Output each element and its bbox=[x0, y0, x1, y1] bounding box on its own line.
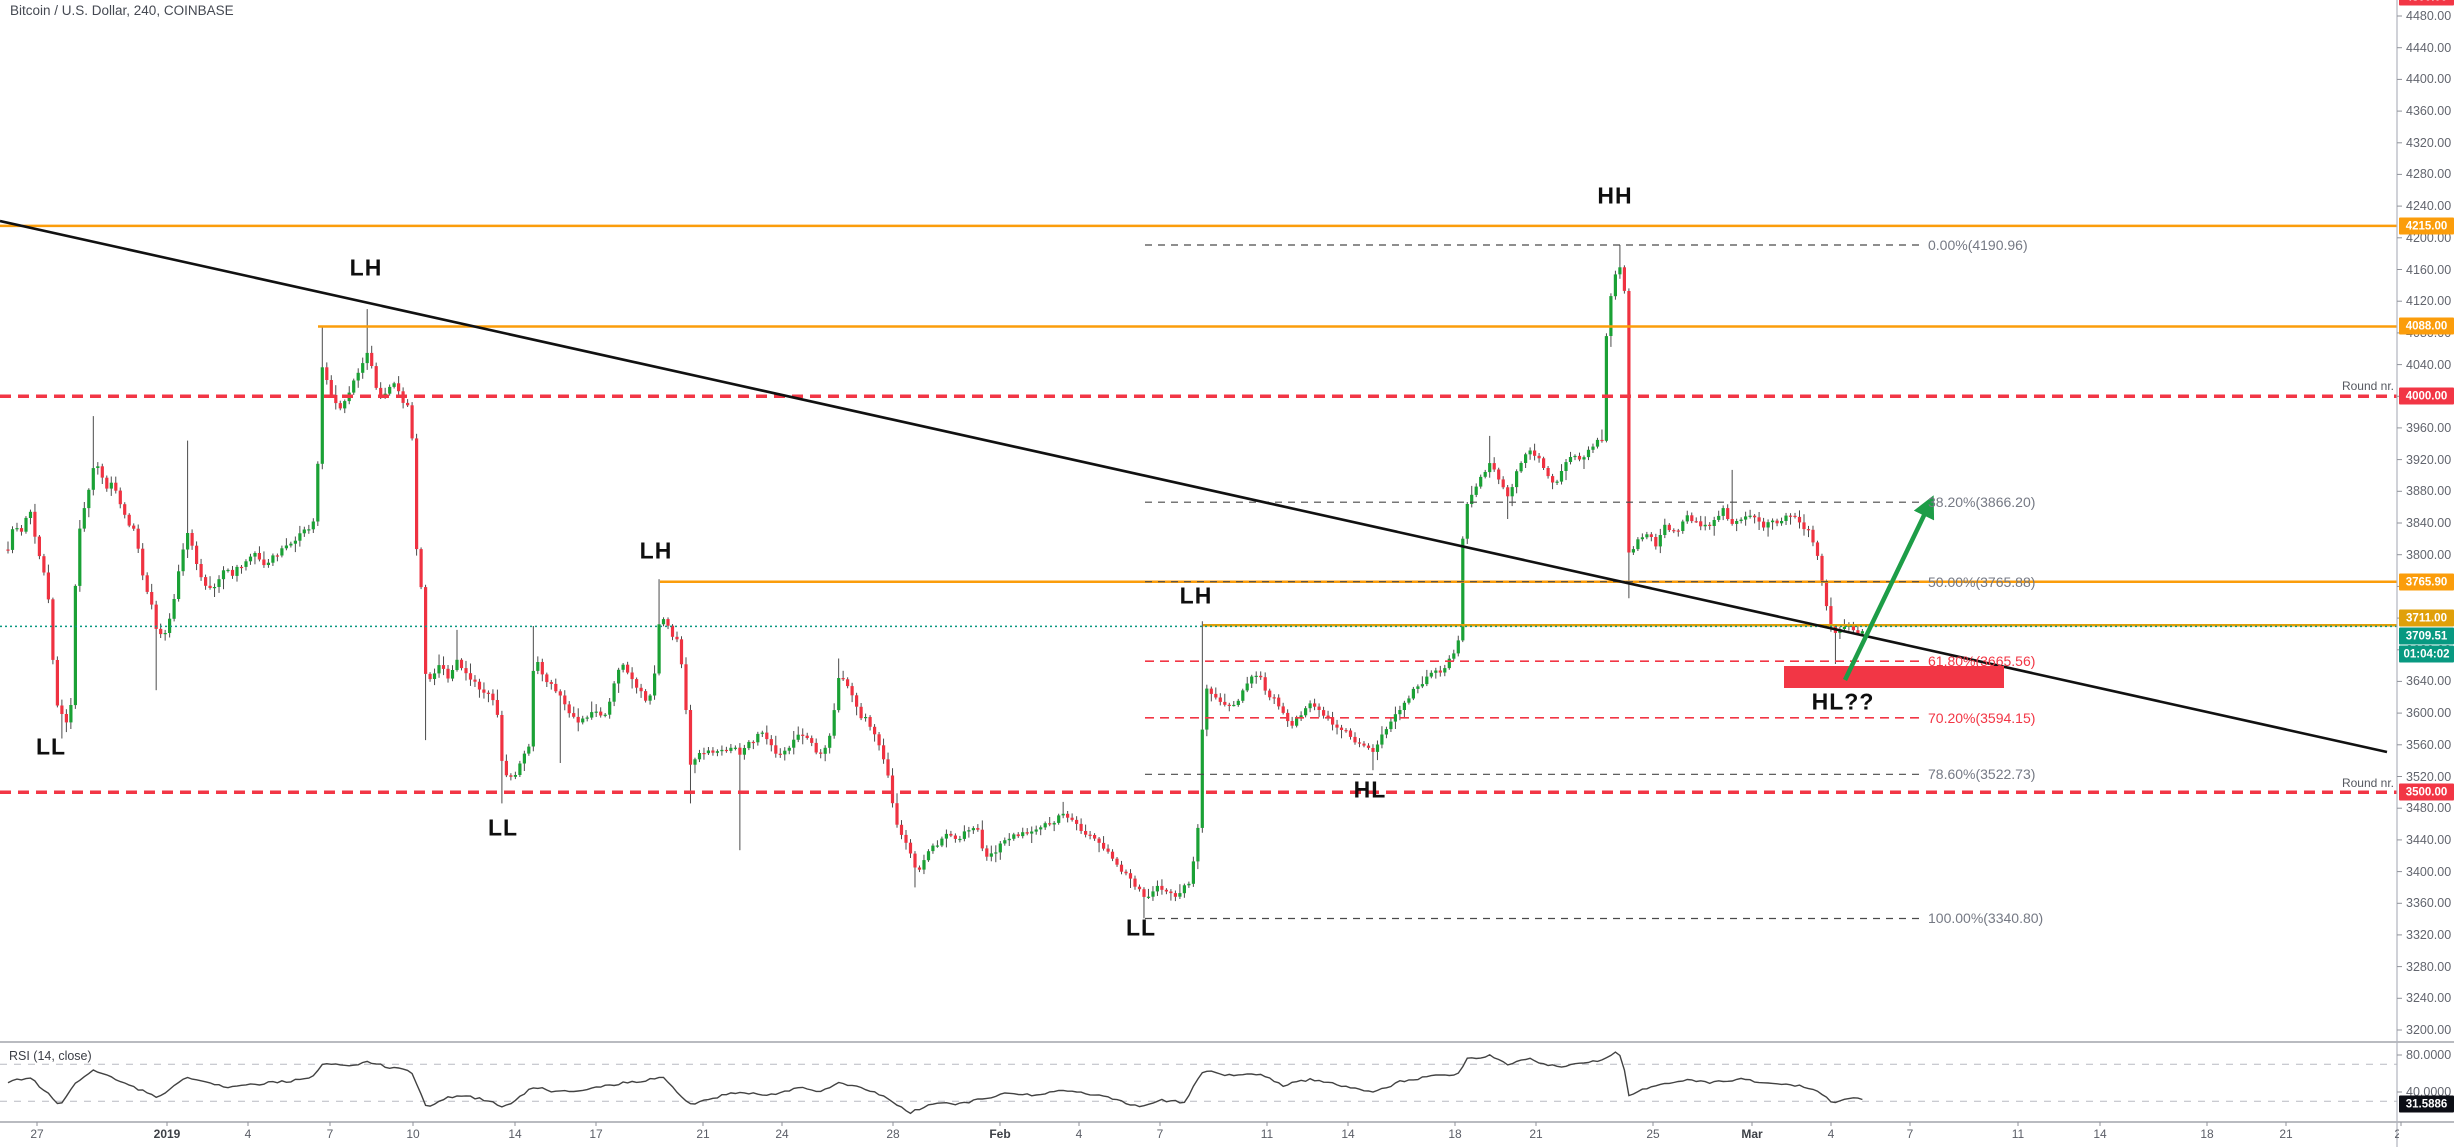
round-nr-note-1: Round nr. bbox=[2341, 776, 2394, 790]
price-tick-label[interactable]: 4160.00 bbox=[2406, 262, 2452, 277]
price-tick-label[interactable]: 3800.00 bbox=[2406, 547, 2452, 562]
price-tick-label[interactable]: 3240.00 bbox=[2406, 991, 2452, 1006]
rsi-line bbox=[7, 1051, 1863, 1115]
price-tick-label[interactable]: 3640.00 bbox=[2406, 674, 2452, 689]
time-label-14[interactable]: 14 bbox=[508, 1127, 522, 1141]
time-label-21[interactable]: 21 bbox=[696, 1127, 710, 1141]
fib-label-1[interactable]: 38.20%(3866.20) bbox=[1928, 494, 2036, 511]
fib-label-5[interactable]: 78.60%(3522.73) bbox=[1928, 766, 2036, 783]
fib-label-2[interactable]: 50.00%(3765.88) bbox=[1928, 573, 2036, 590]
time-label-7[interactable]: 7 bbox=[326, 1127, 334, 1141]
price-tick-label[interactable]: 3560.00 bbox=[2406, 737, 2452, 752]
price-tick-label[interactable]: 4360.00 bbox=[2406, 104, 2452, 119]
swing-label-LL[interactable]: LL bbox=[487, 814, 519, 841]
swing-label-LL[interactable]: LL bbox=[1125, 914, 1157, 941]
rsi-indicator-title[interactable]: RSI (14, close) bbox=[9, 1049, 92, 1063]
price-tick-label[interactable]: 3400.00 bbox=[2406, 864, 2452, 879]
rsi-value-tag: 31.5886 bbox=[2399, 1095, 2454, 1113]
time-label-18[interactable]: 18 bbox=[2200, 1127, 2214, 1141]
time-label-2019[interactable]: 2019 bbox=[153, 1127, 181, 1141]
price-tick-label[interactable]: 3480.00 bbox=[2406, 801, 2452, 816]
price-tick-label[interactable]: 3600.00 bbox=[2406, 706, 2452, 721]
price-tick-label[interactable]: 3880.00 bbox=[2406, 484, 2452, 499]
swing-label-HL[interactable]: HL bbox=[1353, 776, 1387, 803]
time-axis[interactable]: 27 2019 4 7 10 14 17 21 24 28 Feb 4 7 11 14 18 21 25 Mar 4 7… bbox=[0, 1122, 2399, 1147]
symbol-title[interactable]: Bitcoin / U.S. Dollar, 240, COINBASE bbox=[10, 3, 234, 18]
price-tick-label[interactable]: 4320.00 bbox=[2406, 135, 2452, 150]
rsi-tick-label[interactable]: 80.0000 bbox=[2406, 1048, 2452, 1062]
swing-label-LH[interactable]: LH bbox=[349, 254, 383, 281]
price-tick-label[interactable]: 3520.00 bbox=[2406, 769, 2452, 784]
price-tag-3500-00: 3500.00 bbox=[2399, 783, 2454, 801]
time-label-14[interactable]: 14 bbox=[1341, 1127, 1355, 1141]
price-tick-label[interactable]: 3280.00 bbox=[2406, 959, 2452, 974]
price-tag-3765-90: 3765.90 bbox=[2399, 573, 2454, 591]
price-tag-3711-00: 3711.00 bbox=[2399, 609, 2454, 627]
time-label-4[interactable]: 4 bbox=[244, 1127, 252, 1141]
price-tick-label[interactable]: 3920.00 bbox=[2406, 452, 2452, 467]
price-tag-4215-00: 4215.00 bbox=[2399, 217, 2454, 235]
price-tick-label[interactable]: 3320.00 bbox=[2406, 927, 2452, 942]
time-label-4[interactable]: 4 bbox=[1827, 1127, 1835, 1141]
price-tick-label[interactable]: 3840.00 bbox=[2406, 516, 2452, 530]
fib-label-0[interactable]: 0.00%(4190.96) bbox=[1928, 236, 2028, 253]
price-tag-4000-00: 4000.00 bbox=[2399, 387, 2454, 405]
candlestick-series[interactable] bbox=[6, 245, 1864, 919]
price-tag-3709-51: 3709.51 bbox=[2399, 627, 2454, 645]
time-label-21[interactable]: 21 bbox=[1529, 1127, 1543, 1141]
time-label-24[interactable]: 24 bbox=[775, 1127, 789, 1141]
price-tag-4500-00: 4500.00 bbox=[2399, 0, 2454, 6]
time-label-21[interactable]: 21 bbox=[2279, 1127, 2293, 1141]
time-label-11[interactable]: 11 bbox=[2011, 1127, 2025, 1141]
price-tick-label[interactable]: 4280.00 bbox=[2406, 167, 2452, 182]
time-label-25[interactable]: 25 bbox=[1646, 1127, 1660, 1141]
price-tick-label[interactable]: 4120.00 bbox=[2406, 294, 2452, 309]
time-label-4[interactable]: 4 bbox=[1075, 1127, 1083, 1141]
price-tick-label[interactable]: 4040.00 bbox=[2406, 357, 2452, 372]
time-label-10[interactable]: 10 bbox=[406, 1127, 420, 1141]
time-label-Feb[interactable]: Feb bbox=[989, 1127, 1011, 1141]
time-label-18[interactable]: 18 bbox=[1448, 1127, 1462, 1141]
fib-label-3[interactable]: 61.80%(3665.56) bbox=[1928, 653, 2036, 670]
time-label-27[interactable]: 27 bbox=[30, 1127, 44, 1141]
time-label-11[interactable]: 11 bbox=[1260, 1127, 1274, 1141]
time-label-7[interactable]: 7 bbox=[1906, 1127, 1914, 1141]
time-label-Mar[interactable]: Mar bbox=[1741, 1127, 1763, 1141]
time-label-14[interactable]: 14 bbox=[2093, 1127, 2107, 1141]
time-label-28[interactable]: 28 bbox=[886, 1127, 900, 1141]
fib-label-4[interactable]: 70.20%(3594.15) bbox=[1928, 709, 2036, 726]
price-tick-label[interactable]: 4440.00 bbox=[2406, 40, 2452, 55]
price-tick-label[interactable]: 4400.00 bbox=[2406, 72, 2452, 87]
round-nr-note-0: Round nr. bbox=[2341, 379, 2394, 393]
price-tick-label[interactable]: 3440.00 bbox=[2406, 832, 2452, 847]
swing-label-HH[interactable]: HH bbox=[1597, 182, 1633, 209]
price-tick-label[interactable]: 3960.00 bbox=[2406, 420, 2452, 435]
bounce-arrow[interactable] bbox=[1842, 495, 1935, 681]
price-tick-label[interactable]: 4240.00 bbox=[2406, 199, 2452, 214]
time-label-17[interactable]: 17 bbox=[589, 1127, 603, 1141]
swing-label-LL[interactable]: LL bbox=[35, 733, 67, 760]
swing-label-HLqq[interactable]: HL?? bbox=[1811, 688, 1875, 715]
time-label-7[interactable]: 7 bbox=[1156, 1127, 1164, 1141]
price-tag-01-04-02: 01:04:02 bbox=[2399, 645, 2454, 663]
price-tag-4088-00: 4088.00 bbox=[2399, 317, 2454, 335]
price-tick-label[interactable]: 3200.00 bbox=[2406, 1023, 2452, 1037]
descending-trendline[interactable] bbox=[0, 219, 2388, 754]
swing-label-LH[interactable]: LH bbox=[639, 537, 673, 564]
swing-label-LH[interactable]: LH bbox=[1179, 582, 1213, 609]
fib-label-6[interactable]: 100.00%(3340.80) bbox=[1928, 910, 2044, 927]
price-tick-label[interactable]: 4480.00 bbox=[2406, 9, 2452, 23]
time-label-25[interactable]: 25 bbox=[2394, 1127, 2399, 1141]
price-tick-label[interactable]: 3360.00 bbox=[2406, 896, 2452, 911]
highlight-rectangle[interactable] bbox=[1784, 666, 2004, 688]
